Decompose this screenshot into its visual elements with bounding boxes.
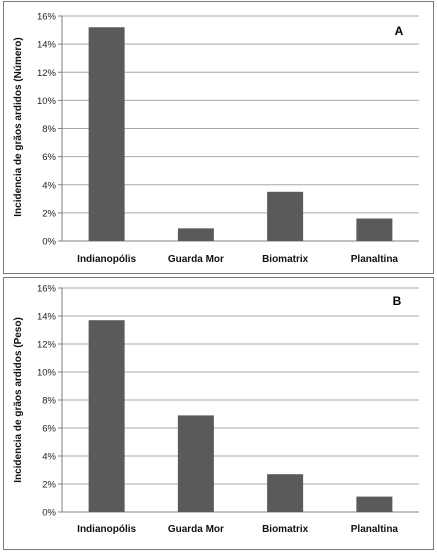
bar [88, 320, 125, 512]
bar [356, 218, 393, 241]
y-tick-label: 10% [37, 368, 57, 379]
y-tick-label: 14% [37, 40, 57, 51]
bar [88, 27, 125, 241]
x-tick-label: Indianopólis [77, 254, 136, 265]
x-tick-label: Planaltina [351, 524, 399, 535]
x-tick-label: Indianopólis [77, 524, 136, 535]
bars [88, 27, 393, 241]
x-tick-label: Guarda Mor [168, 524, 224, 535]
y-tick-label: 12% [37, 68, 57, 79]
x-tick-labels: Indianopólis Guarda Mor Biomatrix Planaltin… [77, 524, 398, 535]
bar [177, 228, 214, 241]
bar [267, 191, 304, 241]
x-tick-label: Planaltina [351, 254, 399, 265]
x-tick-labels: Indianopólis Guarda Mor Biomatrix Planaltin… [77, 254, 398, 265]
y-tick-label: 2% [42, 480, 56, 491]
y-tick-label: 0% [42, 237, 56, 248]
y-tick-label: 8% [42, 396, 56, 407]
y-tick-label: 12% [37, 340, 57, 351]
y-tick-label: 10% [37, 96, 57, 107]
y-tick-labels: 0% 2% 4% 6% 8% 10% 12% 14% 16% [37, 284, 57, 519]
bar [267, 474, 304, 512]
chart-panel-b: 0% 2% 4% 6% 8% 10% 12% 14% 16% Indianopólis Guard… [3, 277, 434, 550]
chart-panel-a: 0% 2% 4% 6% 8% 10% 12% 14% 16% Indianopólis Guard… [3, 1, 434, 274]
y-tick-label: 16% [37, 12, 57, 23]
y-tick-label: 0% [42, 508, 56, 519]
y-tick-label: 4% [42, 180, 56, 191]
x-tick-label: Guarda Mor [168, 254, 224, 265]
y-tick-labels: 0% 2% 4% 6% 8% 10% 12% 14% 16% [37, 12, 57, 248]
y-tick-label: 16% [37, 284, 57, 295]
bar [177, 415, 214, 512]
y-tick-label: 2% [42, 208, 56, 219]
x-tick-label: Biomatrix [262, 524, 309, 535]
y-axis-label: Incidencia de grãos ardidos (Peso) [13, 317, 24, 483]
bar [356, 496, 393, 512]
bars [88, 320, 393, 512]
panel-letter: B [393, 294, 402, 308]
y-axis-label: Incidencia de grãos ardidos (Número) [13, 37, 24, 216]
y-tick-label: 4% [42, 452, 56, 463]
y-tick-label: 8% [42, 124, 56, 135]
panel-letter: A [395, 24, 404, 38]
y-tick-label: 6% [42, 424, 56, 435]
y-tick-label: 14% [37, 312, 57, 323]
x-tick-label: Biomatrix [262, 254, 309, 265]
y-tick-label: 6% [42, 152, 56, 163]
